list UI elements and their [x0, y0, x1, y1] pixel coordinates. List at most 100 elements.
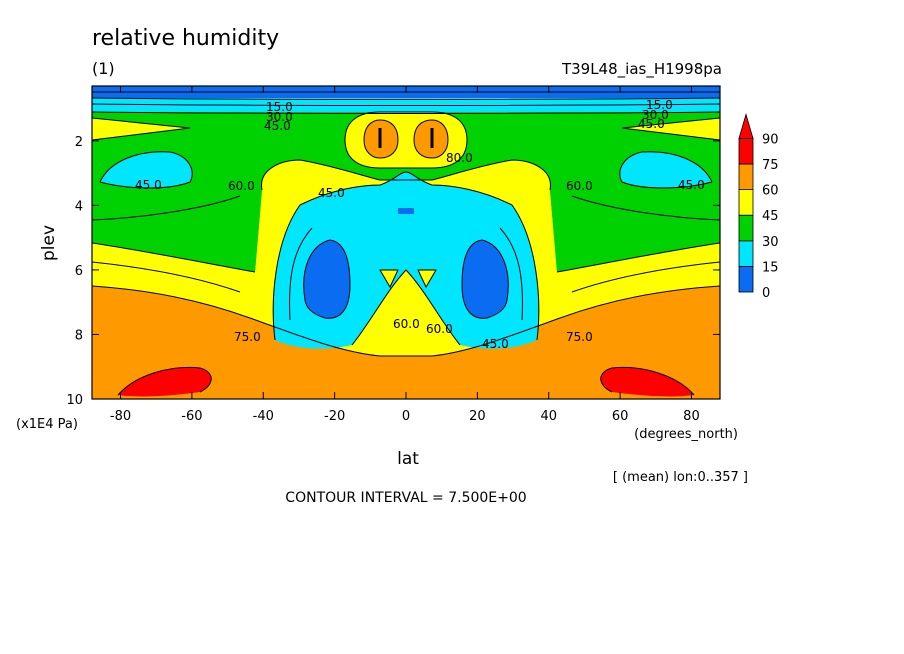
contour-line	[289, 227, 313, 321]
contour-line	[92, 97, 720, 100]
contour-line	[117, 366, 212, 396]
colorbar-label: 75	[762, 158, 779, 173]
colorbar-swatch	[738, 163, 754, 191]
contour-line	[92, 117, 191, 141]
experiment-label: T39L48_ias_H1998pa	[561, 60, 722, 79]
chart-subtitle: (1)	[92, 59, 115, 78]
colorbar-swatch	[738, 214, 754, 242]
contour-line	[303, 239, 351, 319]
colorbar-label: 45	[762, 209, 779, 224]
y-tick-label: 4	[75, 199, 83, 214]
colorbar-swatch	[738, 265, 754, 293]
x-tick-label: -80	[110, 409, 131, 424]
contour-line	[379, 269, 437, 289]
y-axis-label: plev	[39, 225, 59, 261]
colorbar-swatch	[738, 189, 754, 216]
contour-labels: 15.0 30.0 45.0 15.0 30.0 45.0 45.0 60.0 …	[135, 98, 705, 351]
colorbar-label: 15	[762, 260, 779, 275]
y-tick-label: 10	[66, 393, 83, 408]
contour-line	[363, 119, 399, 159]
y-axis-unit: (x1E4 Pa)	[16, 417, 78, 432]
contour-label: 45.0	[678, 178, 705, 192]
plot-area: 15.0 30.0 45.0 15.0 30.0 45.0 45.0 60.0 …	[92, 86, 720, 399]
contour-label: 60.0	[393, 317, 420, 331]
y-axis: 2 4 6 8 10	[66, 135, 720, 408]
contour-line	[261, 159, 551, 191]
colorbar-label: 90	[762, 132, 779, 147]
contour-line	[92, 195, 241, 221]
contour-label: 60.0	[426, 322, 453, 336]
contour-line	[556, 242, 720, 273]
colorbar: 0 15 30 45 60 75 90	[738, 112, 779, 301]
x-tick-label: 60	[612, 409, 629, 424]
contour-label: 45.0	[318, 186, 345, 200]
band-30-right	[619, 151, 712, 188]
band-45	[92, 112, 720, 272]
contour-line	[619, 151, 713, 189]
contour-line	[92, 242, 256, 273]
contour-label: 30.0	[642, 108, 669, 122]
band-90-left	[118, 367, 212, 397]
colorbar-label: 30	[762, 235, 779, 250]
colorbar-label: 60	[762, 184, 779, 199]
contour-line	[571, 195, 720, 221]
contour-line	[378, 128, 434, 148]
contour-label: 75.0	[566, 330, 593, 344]
contour-line	[92, 111, 720, 114]
contour-interval: CONTOUR INTERVAL = 7.500E+00	[285, 490, 526, 506]
band-60-triangle-left	[380, 270, 398, 287]
contour-label: 60.0	[228, 179, 255, 193]
contour-label: 15.0	[266, 100, 293, 114]
y-tick-label: 6	[75, 264, 83, 279]
band-15-core-right	[462, 240, 509, 319]
contour-label: 45.0	[638, 117, 665, 131]
x-axis-label: lat	[397, 449, 419, 469]
band-90-right	[600, 367, 694, 397]
band-15-core-left	[303, 240, 350, 319]
contour-line	[413, 119, 449, 159]
band-30-left	[100, 151, 193, 188]
band-60-triangle-right	[418, 270, 436, 287]
mean-note: [ (mean) lon:0..357 ]	[613, 470, 748, 485]
x-tick-label: -60	[181, 409, 202, 424]
band-60-wedge-right	[622, 118, 720, 140]
contour-label: 80.0	[446, 151, 473, 165]
contour-label: 30.0	[266, 110, 293, 124]
x-tick-label: 20	[469, 409, 486, 424]
colorbar-arrow	[738, 112, 754, 139]
contour-label: 15.0	[646, 98, 673, 112]
contour-label: 45.0	[135, 178, 162, 192]
colorbar-swatch	[738, 137, 754, 165]
chart-title: relative humidity	[92, 26, 279, 51]
contour-line	[92, 103, 720, 106]
contour-line	[499, 227, 523, 321]
x-tick-label: 0	[402, 409, 410, 424]
contour-lines	[92, 91, 720, 396]
band-75	[92, 286, 720, 399]
contour-line	[92, 261, 241, 293]
x-axis: -80 -60 -40 -20 0 20 40 60 80	[110, 86, 700, 424]
contour-label: 75.0	[234, 330, 261, 344]
y-tick-label: 2	[75, 135, 83, 150]
colorbar-swatch	[738, 240, 754, 267]
x-tick-label: -40	[253, 409, 274, 424]
contour-line	[621, 117, 720, 141]
x-tick-label: 80	[683, 409, 700, 424]
contour-line	[99, 151, 193, 189]
contour-label: 45.0	[264, 119, 291, 133]
x-axis-unit: (degrees_north)	[634, 427, 738, 442]
x-tick-label: 40	[540, 409, 557, 424]
contour-label: 60.0	[566, 179, 593, 193]
contour-line	[351, 269, 461, 346]
contour-line	[92, 285, 720, 357]
contour-line	[461, 239, 509, 319]
x-tick-label: -20	[324, 409, 345, 424]
contour-line	[571, 261, 720, 293]
band-60-wedge-left	[92, 118, 190, 140]
y-tick-label: 8	[75, 328, 83, 343]
contour-line	[272, 171, 540, 341]
band-15-core-center	[398, 208, 414, 214]
contour-label: 45.0	[482, 337, 509, 351]
colorbar-label: 0	[762, 286, 770, 301]
